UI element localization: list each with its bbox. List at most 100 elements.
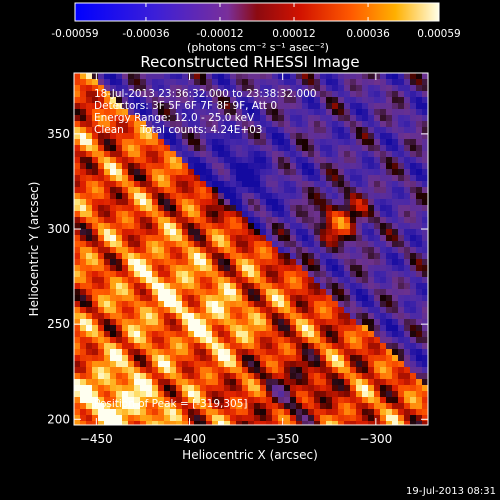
heatmap-cell — [176, 379, 182, 385]
heatmap-cell — [236, 85, 242, 91]
heatmap-cell — [134, 283, 140, 289]
heatmap-cell — [326, 325, 332, 331]
heatmap-cell — [404, 121, 410, 127]
heatmap-cell — [182, 301, 188, 307]
heatmap-cell — [146, 289, 152, 295]
heatmap-cell — [248, 187, 254, 193]
heatmap-cell — [290, 403, 296, 409]
heatmap-cell — [206, 367, 212, 373]
heatmap-cell — [350, 259, 356, 265]
heatmap-cell — [224, 301, 230, 307]
heatmap-cell — [206, 73, 212, 79]
heatmap-cell — [134, 379, 140, 385]
heatmap-cell — [302, 295, 308, 301]
heatmap-cell — [212, 229, 218, 235]
heatmap-cell — [92, 187, 98, 193]
heatmap-cell — [422, 337, 428, 343]
heatmap-cell — [296, 301, 302, 307]
heatmap-cell — [308, 295, 314, 301]
heatmap-cell — [158, 343, 164, 349]
heatmap-cell — [140, 235, 146, 241]
heatmap-cell — [302, 109, 308, 115]
heatmap-cell — [368, 211, 374, 217]
heatmap-cell — [362, 403, 368, 409]
heatmap-cell — [146, 103, 152, 109]
heatmap-cell — [392, 283, 398, 289]
heatmap-cell — [224, 199, 230, 205]
heatmap-cell — [116, 85, 122, 91]
heatmap-cell — [272, 145, 278, 151]
heatmap-cell — [290, 277, 296, 283]
heatmap-cell — [86, 259, 92, 265]
heatmap-cell — [272, 337, 278, 343]
heatmap-cell — [200, 175, 206, 181]
heatmap-cell — [308, 229, 314, 235]
heatmap-cell — [182, 385, 188, 391]
heatmap-cell — [152, 217, 158, 223]
heatmap-cell — [308, 385, 314, 391]
heatmap-cell — [368, 127, 374, 133]
heatmap-cell — [386, 271, 392, 277]
heatmap-cell — [170, 385, 176, 391]
heatmap-cell — [170, 373, 176, 379]
heatmap-cell — [392, 361, 398, 367]
heatmap-cell — [104, 217, 110, 223]
heatmap-cell — [314, 223, 320, 229]
heatmap-cell — [248, 199, 254, 205]
heatmap-cell — [266, 235, 272, 241]
heatmap-cell — [182, 205, 188, 211]
heatmap-cell — [302, 343, 308, 349]
heatmap-cell — [176, 331, 182, 337]
heatmap-cell — [110, 241, 116, 247]
heatmap-cell — [254, 367, 260, 373]
heatmap-cell — [230, 181, 236, 187]
heatmap-cell — [92, 379, 98, 385]
heatmap-cell — [236, 247, 242, 253]
heatmap-cell — [266, 79, 272, 85]
heatmap-cell — [80, 391, 86, 397]
heatmap-cell — [80, 337, 86, 343]
heatmap-cell — [392, 91, 398, 97]
heatmap-cell — [266, 313, 272, 319]
heatmap-cell — [302, 391, 308, 397]
heatmap-cell — [158, 169, 164, 175]
heatmap-cell — [296, 409, 302, 415]
heatmap-cell — [356, 199, 362, 205]
heatmap-cell — [404, 379, 410, 385]
heatmap-cell — [290, 247, 296, 253]
heatmap-cell — [290, 361, 296, 367]
heatmap-cell — [296, 289, 302, 295]
heatmap-cell — [380, 403, 386, 409]
heatmap-cell — [320, 151, 326, 157]
heatmap-cell — [86, 85, 92, 91]
heatmap-cell — [380, 97, 386, 103]
heatmap-cell — [152, 409, 158, 415]
heatmap-cell — [344, 289, 350, 295]
heatmap-cell — [356, 217, 362, 223]
heatmap-cell — [242, 157, 248, 163]
heatmap-cell — [410, 343, 416, 349]
heatmap-cell — [224, 235, 230, 241]
heatmap-cell — [116, 97, 122, 103]
heatmap-cell — [350, 247, 356, 253]
heatmap-cell — [218, 295, 224, 301]
heatmap-cell — [110, 391, 116, 397]
heatmap-cell — [338, 361, 344, 367]
heatmap-cell — [272, 169, 278, 175]
heatmap-cell — [182, 223, 188, 229]
heatmap-cell — [260, 397, 266, 403]
heatmap-cell — [116, 205, 122, 211]
heatmap-cell — [356, 127, 362, 133]
heatmap-cell — [338, 127, 344, 133]
heatmap-cell — [128, 211, 134, 217]
heatmap-cell — [194, 73, 200, 79]
heatmap-cell — [92, 205, 98, 211]
heatmap-cell — [266, 289, 272, 295]
heatmap-cell — [362, 277, 368, 283]
heatmap-cell — [236, 127, 242, 133]
heatmap-cell — [200, 271, 206, 277]
heatmap-cell — [338, 307, 344, 313]
heatmap-cell — [374, 331, 380, 337]
heatmap-cell — [98, 223, 104, 229]
heatmap-cell — [368, 415, 374, 421]
